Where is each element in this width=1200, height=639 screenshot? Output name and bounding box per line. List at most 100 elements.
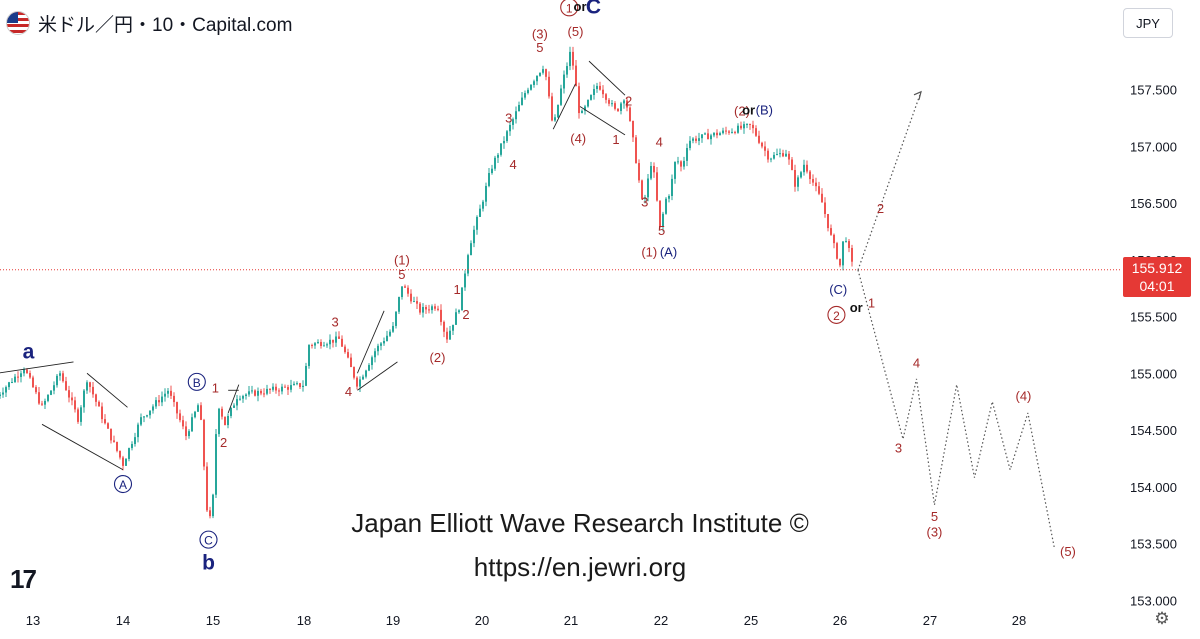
candle-body — [605, 94, 607, 100]
candle-body — [74, 400, 76, 410]
tradingview-logo-icon[interactable]: 17 — [10, 564, 37, 594]
candle-body — [257, 390, 259, 396]
candle-body — [11, 381, 13, 383]
wave-label-circle — [827, 305, 846, 324]
candle-body — [161, 396, 163, 403]
time-axis[interactable]: 13 14 15 18 19 20 21 22 25 26 27 28 — [26, 613, 1026, 628]
x-tick-label: 26 — [833, 613, 847, 628]
candle-body — [671, 178, 673, 196]
wave-label-circle — [187, 372, 206, 391]
candle-body — [470, 243, 472, 256]
candle-body — [611, 103, 613, 105]
candle-body — [560, 88, 562, 105]
candle-body — [128, 448, 130, 459]
chart-header: 米ドル／円・10・Capital.com — [6, 8, 292, 38]
candle-body — [92, 386, 94, 395]
wave-label-circle — [560, 0, 579, 17]
candle-body — [653, 166, 655, 173]
candle-body — [818, 186, 820, 194]
candle-body — [0, 394, 1, 397]
wave-label: 1 — [566, 1, 573, 15]
candle-body — [347, 352, 349, 358]
candle-body — [170, 390, 172, 396]
candle-body — [548, 76, 550, 97]
candle-body — [812, 179, 814, 183]
wave-label: 1 — [453, 282, 460, 297]
settings-gear-icon[interactable]: ⚙ — [1154, 609, 1170, 628]
y-tick-label: 157.000 — [1130, 139, 1177, 154]
candle-body — [518, 104, 520, 112]
candle-body — [740, 125, 742, 129]
candle-body — [5, 387, 7, 393]
candle-body — [488, 173, 490, 186]
candle-body — [629, 107, 631, 122]
candle-body — [56, 375, 58, 386]
candle-body — [140, 417, 142, 425]
candle-body — [299, 383, 301, 388]
candle-body — [191, 417, 193, 432]
candle-body — [662, 213, 664, 227]
candle-body — [359, 379, 361, 387]
candle-body — [449, 330, 451, 340]
candle-body — [20, 373, 22, 377]
candles — [0, 46, 853, 519]
x-tick-label: 25 — [744, 613, 758, 628]
wave-label: b — [202, 552, 215, 575]
candle-body — [746, 123, 748, 125]
candle-body — [107, 423, 109, 429]
wave-label: (C) — [829, 282, 847, 297]
candle-body — [524, 93, 526, 98]
candle-body — [728, 131, 730, 133]
wedge-line — [0, 361, 74, 374]
currency-button[interactable]: JPY — [1123, 8, 1173, 38]
candle-body — [260, 390, 262, 394]
wedge-line — [579, 106, 626, 136]
candle-body — [203, 419, 205, 467]
candle-body — [419, 303, 421, 313]
price-axis[interactable]: 157.500157.000156.500156.000155.500155.0… — [1130, 83, 1177, 609]
candle-body — [701, 134, 703, 139]
candle-body — [80, 407, 82, 422]
wave-label-circle — [113, 474, 133, 494]
candle-body — [713, 132, 715, 136]
candle-body — [62, 373, 64, 382]
symbol-title[interactable]: 米ドル／円・10・Capital.com — [38, 14, 293, 36]
y-tick-label: 153.000 — [1130, 593, 1177, 608]
candle-body — [710, 135, 712, 140]
candle-body — [431, 306, 433, 311]
candle-body — [134, 437, 136, 445]
candle-body — [17, 376, 19, 378]
candle-body — [566, 66, 568, 75]
candle-body — [272, 386, 274, 390]
candle-body — [209, 510, 211, 517]
candle-body — [656, 172, 658, 201]
x-tick-label: 28 — [1012, 613, 1026, 628]
candle-body — [785, 153, 787, 157]
candle-body — [44, 400, 46, 405]
candle-body — [509, 124, 511, 132]
candle-body — [521, 97, 523, 105]
candle-body — [374, 351, 376, 358]
candle-body — [86, 382, 88, 391]
projection-arrow-head — [913, 90, 922, 100]
candle-body — [797, 177, 799, 187]
wedge-line — [357, 361, 398, 391]
candle-body — [608, 99, 610, 104]
wave-label: 1 — [212, 381, 219, 396]
candle-body — [251, 390, 253, 392]
wave-label: 5 — [931, 509, 938, 524]
y-tick-label: 154.000 — [1130, 480, 1177, 495]
candle-body — [767, 150, 769, 160]
candle-body — [356, 377, 358, 387]
candle-body — [545, 69, 547, 77]
candle-body — [665, 198, 667, 214]
candle-body — [416, 301, 418, 304]
x-tick-label: 20 — [475, 613, 489, 628]
wave-label: C — [586, 0, 601, 18]
wave-label: (2) — [734, 104, 750, 119]
candle-body — [407, 287, 409, 294]
candle-body — [689, 140, 691, 149]
candle-body — [116, 441, 118, 451]
candle-body — [815, 182, 817, 187]
